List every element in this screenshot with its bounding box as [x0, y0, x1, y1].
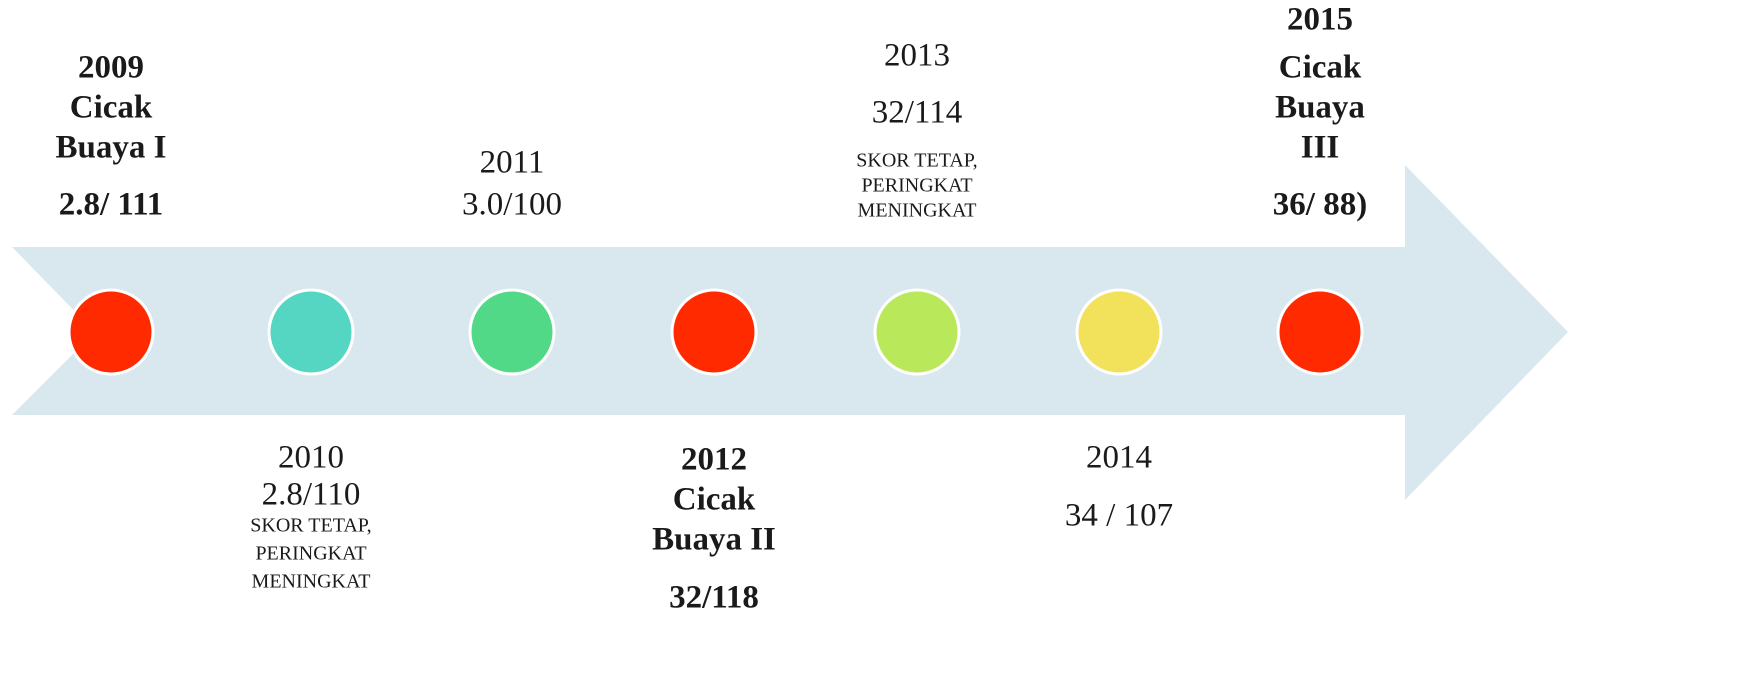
event-dot: [1075, 288, 1163, 376]
event-dot: [267, 288, 355, 376]
event-note: MENINGKAT: [252, 571, 371, 593]
event-label: 2015: [1287, 2, 1353, 38]
event-label: 2012: [681, 442, 747, 478]
event-label: 2014: [1086, 440, 1152, 476]
event-score: 2.8/ 111: [59, 187, 164, 223]
event-label: Buaya I: [56, 130, 167, 166]
event-note: SKOR TETAP,: [250, 515, 371, 537]
event-score: 3.0/100: [462, 187, 562, 223]
event-score: 2.8/110: [262, 477, 361, 513]
event-score: 32/118: [669, 580, 759, 616]
event-label: III: [1301, 130, 1340, 166]
event-score: 36/ 88): [1273, 187, 1367, 223]
event-label: 2010: [278, 440, 344, 476]
event-note: MENINGKAT: [858, 200, 977, 222]
event-note: SKOR TETAP,: [856, 150, 977, 172]
event-dot: [670, 288, 758, 376]
event-label: Buaya: [1275, 90, 1365, 126]
event-label: Cicak: [673, 482, 756, 518]
event-label: 2011: [480, 145, 545, 181]
event-label: Buaya II: [652, 522, 776, 558]
event-label: 2013: [884, 38, 950, 74]
event-dot: [468, 288, 556, 376]
event-score: 34 / 107: [1065, 498, 1173, 534]
timeline-arrow: [12, 165, 1568, 500]
event-dot: [873, 288, 961, 376]
event-dot: [67, 288, 155, 376]
event-label: 2009: [78, 50, 144, 86]
event-note: PERINGKAT: [861, 175, 972, 197]
event-dot: [1276, 288, 1364, 376]
event-label: Cicak: [70, 90, 153, 126]
event-note: PERINGKAT: [255, 543, 366, 565]
event-label: Cicak: [1279, 50, 1362, 86]
event-score: 32/114: [872, 95, 962, 131]
